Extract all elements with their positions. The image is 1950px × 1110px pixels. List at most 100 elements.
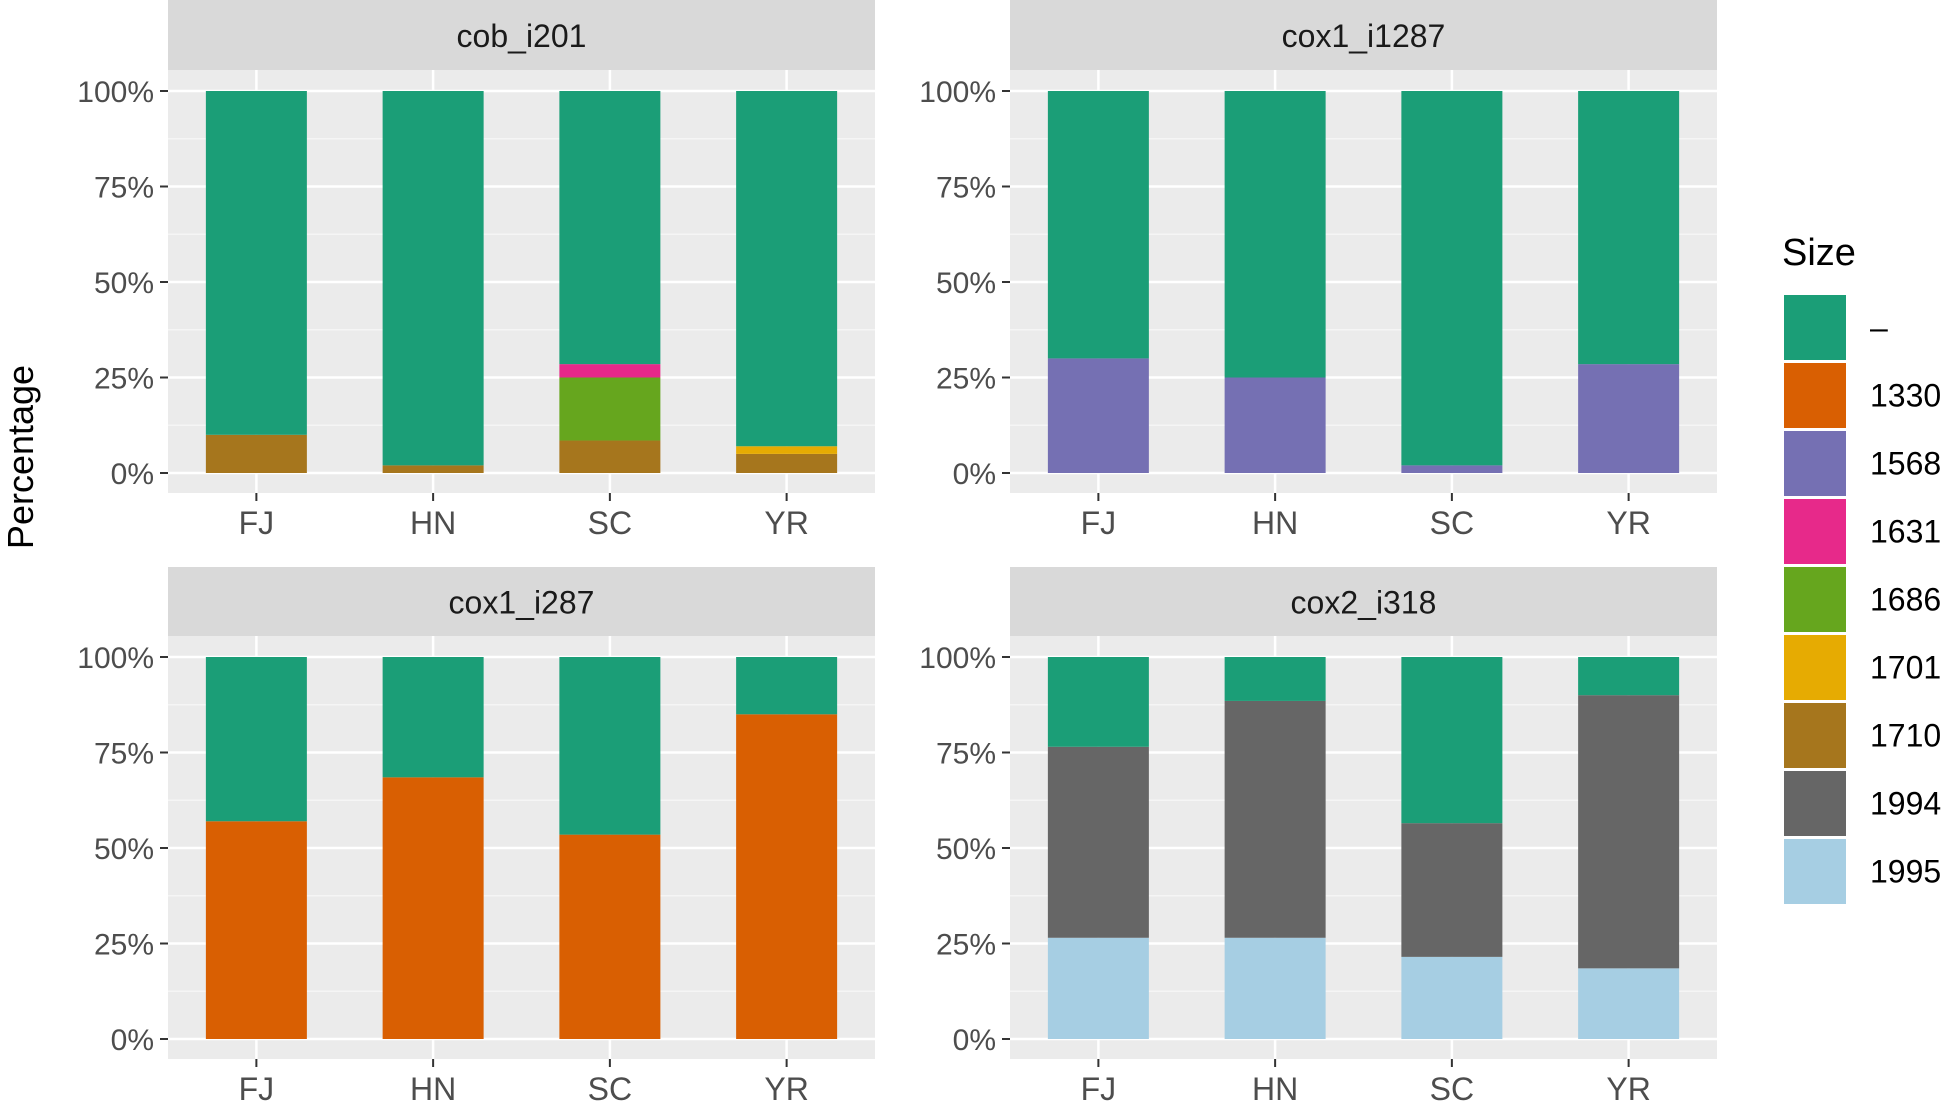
bar-segment-sc [1401, 823, 1503, 957]
bar-segment-yr [1578, 695, 1680, 969]
facet-strip [1010, 0, 1717, 70]
x-tick-label: SC [588, 505, 632, 541]
legend-key [1784, 567, 1846, 632]
legend-key [1784, 363, 1846, 428]
bar-segment-yr [736, 714, 838, 1039]
x-tick-label: HN [1252, 1071, 1298, 1105]
bar-segment-sc [559, 364, 661, 378]
facet-title: cob_i201 [457, 18, 587, 54]
legend-key [1784, 635, 1846, 700]
facet-title: cox1_i287 [449, 585, 595, 621]
legend-key [1784, 431, 1846, 496]
bar-segment-yr [736, 453, 838, 473]
legend-title: Size [1782, 232, 1856, 274]
facet-strip [168, 0, 875, 70]
x-tick-label: YR [1606, 1071, 1650, 1105]
bar-segment-hn [1224, 657, 1326, 701]
y-tick-label: 100% [919, 642, 996, 675]
x-tick-label: HN [410, 1071, 456, 1105]
facet-strip [1010, 567, 1717, 636]
y-axis-title: Percentage [0, 365, 41, 549]
bar-segment-sc [559, 377, 661, 441]
bar-segment-fj [1047, 937, 1149, 1039]
legend-key [1784, 703, 1846, 768]
bar-segment-yr [736, 657, 838, 715]
y-tick-label: 0% [111, 1024, 154, 1057]
facet-title: cox2_i318 [1291, 585, 1437, 621]
bar-segment-hn [382, 777, 484, 1039]
x-tick-label: SC [1430, 1071, 1474, 1105]
bar-segment-yr [1578, 364, 1680, 473]
y-tick-label: 0% [111, 458, 154, 491]
x-tick-label: SC [1430, 505, 1474, 541]
x-tick-label: HN [1252, 505, 1298, 541]
legend-key [1784, 839, 1846, 904]
bar-segment-hn [1224, 700, 1326, 938]
y-tick-label: 25% [94, 363, 154, 396]
legend-label: 1995 [1870, 854, 1941, 890]
bar-segment-yr [1578, 657, 1680, 696]
y-tick-label: 0% [953, 458, 996, 491]
y-tick-label: 75% [936, 172, 996, 205]
bar-segment-hn [382, 657, 484, 778]
x-tick-label: HN [410, 505, 456, 541]
bar-segment-sc [1401, 465, 1503, 473]
y-tick-label: 25% [94, 929, 154, 962]
x-tick-label: YR [1606, 505, 1650, 541]
bar-segment-fj [205, 657, 307, 822]
x-tick-label: SC [588, 1071, 632, 1105]
bar-segment-sc [559, 657, 661, 835]
bar-segment-fj [1047, 657, 1149, 747]
bar-segment-hn [1224, 377, 1326, 473]
x-tick-label: FJ [1081, 1071, 1117, 1105]
x-tick-label: FJ [239, 505, 275, 541]
bar-segment-fj [205, 91, 307, 435]
legend-label: 1994 [1870, 786, 1941, 822]
bar-segment-hn [1224, 937, 1326, 1039]
bar-segment-yr [736, 446, 838, 454]
y-tick-label: 25% [936, 363, 996, 396]
facet-strip [168, 567, 875, 636]
bar-segment-sc [1401, 657, 1503, 824]
y-tick-label: 50% [94, 833, 154, 866]
bar-segment-fj [205, 821, 307, 1039]
bar-segment-sc [1401, 91, 1503, 466]
bar-segment-sc [559, 91, 661, 365]
x-tick-label: FJ [1081, 505, 1117, 541]
legend-key [1784, 499, 1846, 564]
y-tick-label: 100% [77, 76, 154, 109]
y-tick-label: 0% [953, 1024, 996, 1057]
y-tick-label: 25% [936, 929, 996, 962]
y-tick-label: 50% [94, 267, 154, 300]
bar-segment-yr [1578, 968, 1680, 1039]
y-tick-label: 100% [919, 76, 996, 109]
legend-label: 1631 [1870, 514, 1941, 550]
legend-key [1784, 771, 1846, 836]
legend-label: 1710 [1870, 718, 1941, 754]
y-tick-label: 75% [94, 172, 154, 205]
bar-segment-yr [1578, 91, 1680, 365]
x-tick-label: YR [764, 1071, 808, 1105]
y-tick-label: 75% [94, 738, 154, 771]
x-tick-label: YR [764, 505, 808, 541]
bar-segment-hn [382, 91, 484, 466]
bar-segment-fj [1047, 358, 1149, 473]
bar-segment-fj [205, 434, 307, 473]
facet-title: cox1_i1287 [1282, 18, 1446, 54]
legend-label: 1686 [1870, 582, 1941, 618]
bar-segment-hn [1224, 91, 1326, 378]
bar-segment-fj [1047, 91, 1149, 359]
y-tick-label: 100% [77, 642, 154, 675]
legend-label: – [1870, 310, 1888, 346]
bar-segment-hn [382, 465, 484, 473]
x-tick-label: FJ [239, 1071, 275, 1105]
legend-label: 1330 [1870, 378, 1941, 414]
y-tick-label: 50% [936, 833, 996, 866]
legend-label: 1568 [1870, 446, 1941, 482]
y-tick-label: 75% [936, 738, 996, 771]
bar-segment-sc [559, 834, 661, 1039]
bar-segment-fj [1047, 746, 1149, 938]
bar-segment-sc [1401, 956, 1503, 1039]
